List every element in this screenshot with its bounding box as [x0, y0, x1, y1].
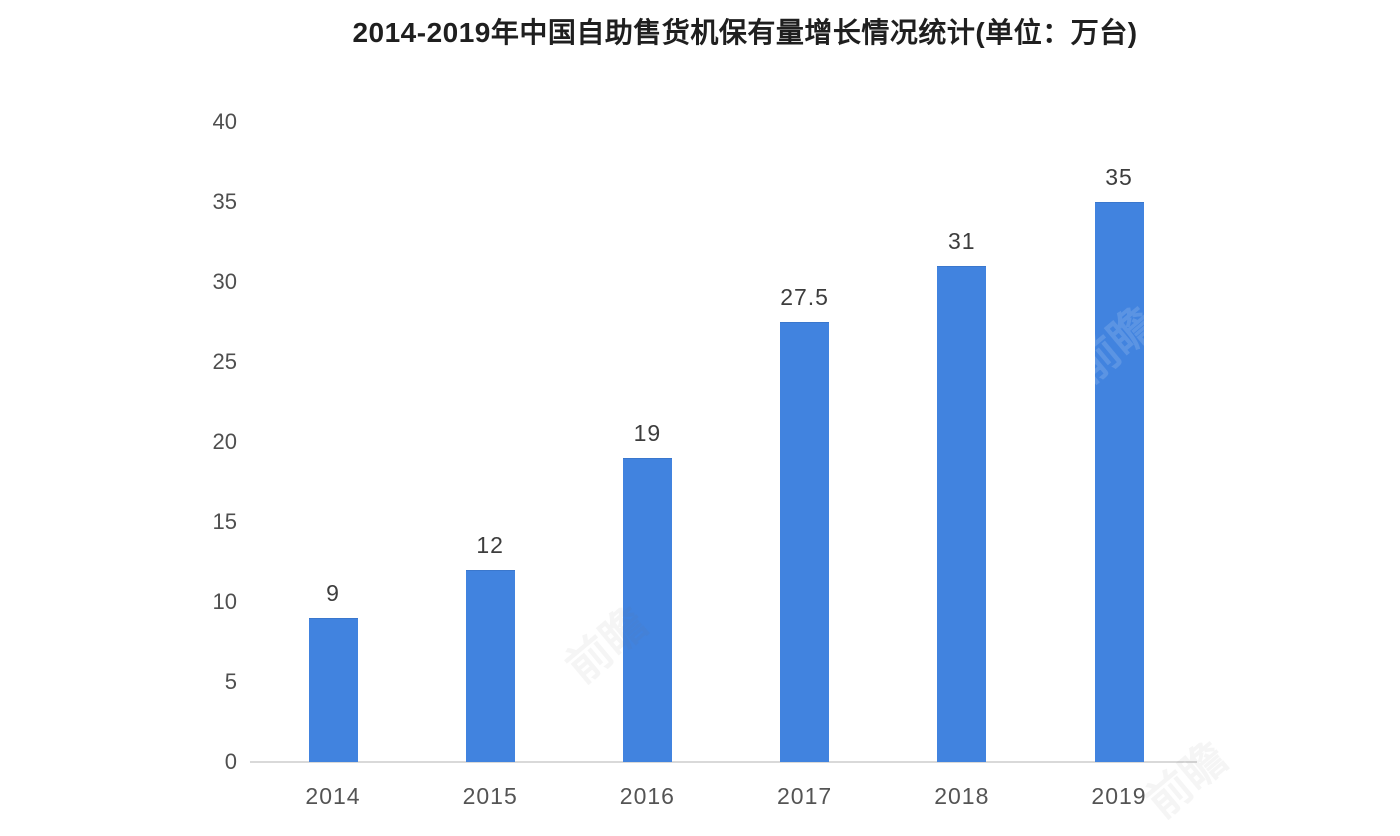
watermark-text: 前瞻: [687, 533, 787, 628]
y-axis-tick-label: 10: [212, 589, 237, 614]
bar: [1094, 202, 1144, 762]
y-axis-tick-label: 25: [212, 349, 237, 374]
bar: [622, 458, 672, 762]
x-axis-tick-label: 2016: [619, 783, 675, 809]
x-axis-tick-label: 2017: [777, 783, 833, 809]
y-axis-tick-label: 5: [224, 669, 237, 694]
bar-value-label: 31: [948, 228, 976, 254]
bar: [780, 322, 830, 762]
y-axis-tick-label: 0: [224, 749, 237, 774]
bar: [465, 570, 515, 762]
bar-value-label: 12: [476, 532, 504, 558]
x-axis-tick-label: 2018: [934, 783, 990, 809]
x-axis-tick-label: 2015: [462, 783, 518, 809]
chart-title: 2014-2019年中国自助售货机保有量增长情况统计(单位：万台): [352, 17, 1138, 48]
y-axis-tick-label: 20: [212, 429, 237, 454]
y-axis-tick-label: 40: [212, 109, 237, 134]
x-axis-baseline: [250, 761, 1197, 763]
y-axis-tick-label: 15: [212, 509, 237, 534]
watermark-text: 前瞻: [1137, 733, 1237, 828]
bar-value-label: 27.5: [780, 284, 829, 310]
x-axis-tick-label: 2019: [1091, 783, 1147, 809]
bar: [308, 618, 358, 762]
x-axis-tick-label: 2014: [305, 783, 361, 809]
bar-value-label: 19: [633, 420, 662, 446]
bar-value-label: 35: [1105, 164, 1133, 190]
bar: [937, 266, 987, 762]
bar-value-label: 9: [326, 580, 340, 606]
y-axis-tick-label: 30: [212, 269, 237, 294]
y-axis-tick-label: 35: [212, 189, 237, 214]
